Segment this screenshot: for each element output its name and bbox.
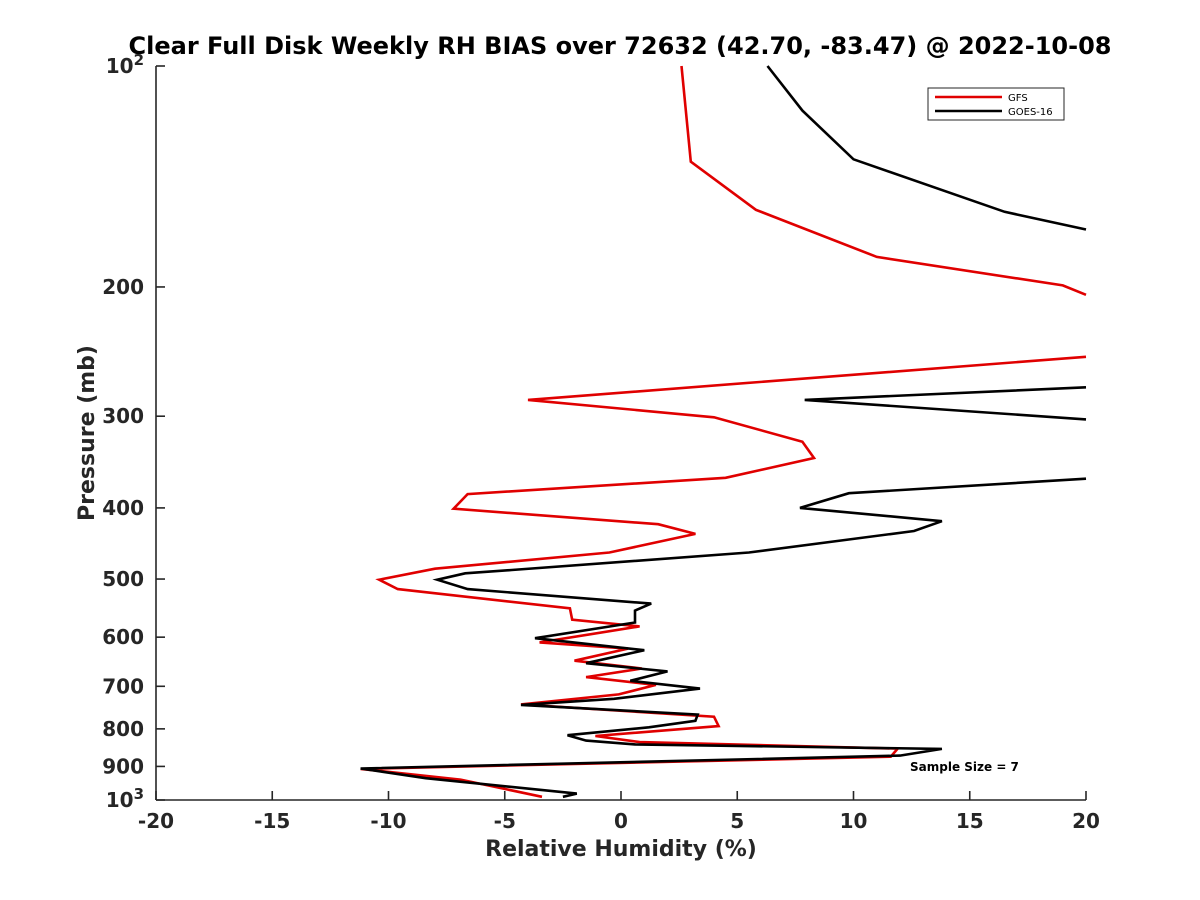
- x-tick-label: -5: [494, 809, 516, 833]
- series-line-goes16: [360, 477, 1087, 799]
- x-tick-label: 15: [956, 809, 984, 833]
- y-tick-label: 102: [106, 51, 144, 78]
- x-tick-label: 20: [1072, 809, 1100, 833]
- legend-label-goes16: GOES-16: [1008, 107, 1053, 118]
- y-tick-label: 600: [102, 625, 144, 649]
- y-tick-label: 500: [102, 567, 144, 591]
- y-tick-label: 800: [102, 717, 144, 741]
- x-tick-label: 10: [840, 809, 868, 833]
- series-line-goes16: [766, 65, 1087, 231]
- sample-size-annotation: Sample Size = 7: [910, 760, 1019, 774]
- series-line-gfs: [680, 65, 1087, 297]
- y-axis-label: Pressure (mb): [75, 345, 100, 521]
- chart-title: Clear Full Disk Weekly RH BIAS over 7263…: [129, 32, 1112, 60]
- legend-box: [927, 87, 1065, 121]
- x-axis-label: Relative Humidity (%): [485, 837, 757, 862]
- x-tick-label: -15: [254, 809, 290, 833]
- x-tick-label: 0: [614, 809, 628, 833]
- plot-area-frame: [156, 66, 1086, 800]
- series-layer: [360, 65, 1087, 799]
- y-tick-label: 200: [102, 275, 144, 299]
- x-tick-label: 5: [730, 809, 744, 833]
- y-tick-label: 103: [106, 785, 144, 812]
- y-tick-label: 700: [102, 674, 144, 698]
- y-tick-label: 900: [102, 754, 144, 778]
- series-line-goes16: [804, 386, 1087, 421]
- x-tick-label: -20: [138, 809, 174, 833]
- y-axis-ticks: 102 200 300 400 500 600 700 800 900 103: [102, 51, 165, 812]
- x-tick-label: -10: [370, 809, 406, 833]
- series-line-gfs: [360, 355, 1087, 799]
- y-tick-label: 400: [102, 496, 144, 520]
- legend-label-gfs: GFS: [1008, 93, 1028, 104]
- legend: GFS GOES-16: [927, 87, 1065, 121]
- y-tick-label: 300: [102, 404, 144, 428]
- x-axis-ticks: -20 -15 -10 -5 0 5 10 15 20: [138, 791, 1100, 833]
